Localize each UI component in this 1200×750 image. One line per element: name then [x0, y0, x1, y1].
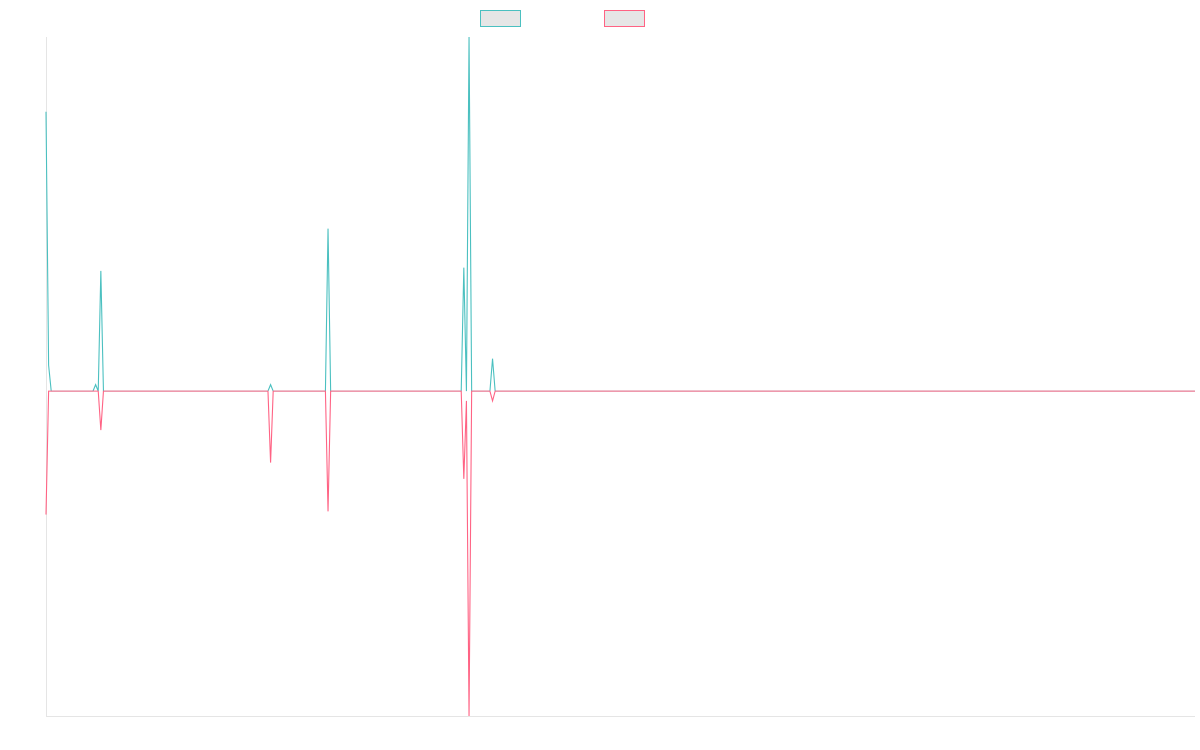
- series-2-line: [45, 390, 1195, 717]
- legend-swatch-1: [480, 10, 521, 27]
- series-1-line: [45, 36, 1195, 392]
- series-1: [45, 36, 1195, 392]
- series-2: [45, 390, 1195, 717]
- legend-swatch-2: [604, 10, 645, 27]
- legend: [480, 10, 645, 27]
